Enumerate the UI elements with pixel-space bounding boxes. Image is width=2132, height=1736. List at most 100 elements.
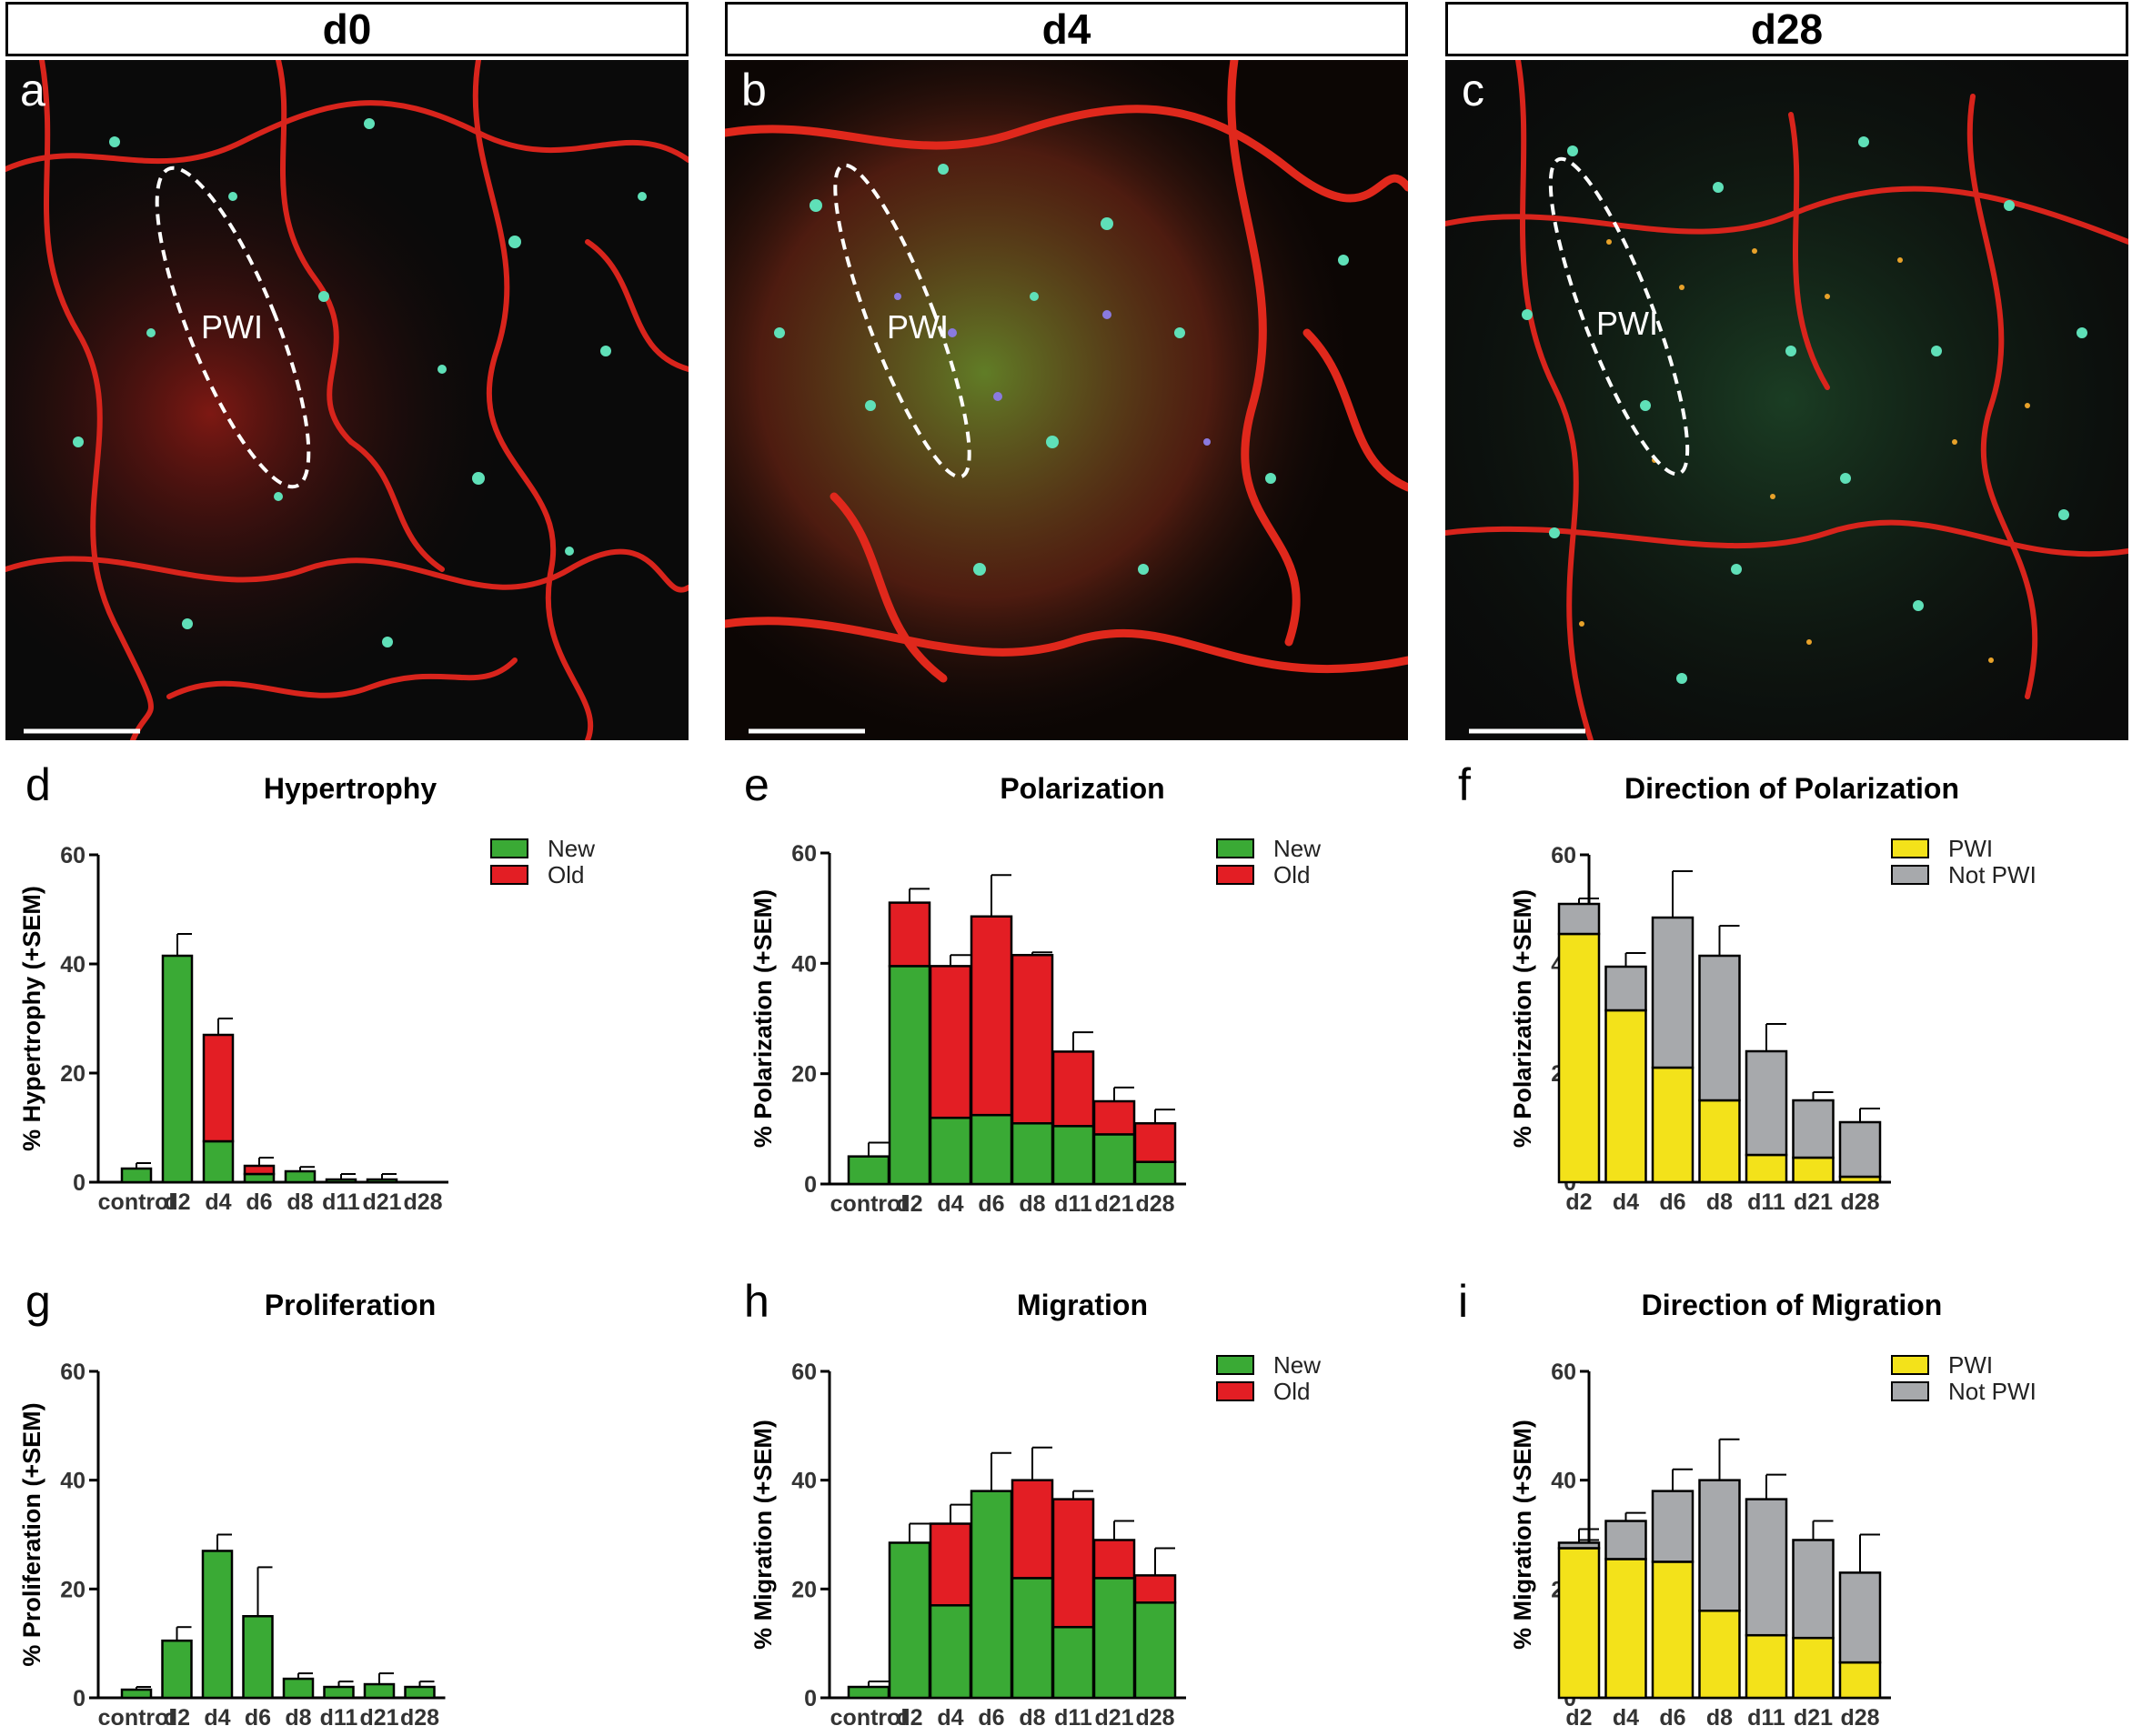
bar-new [1092,1133,1136,1186]
bar-new [1011,1122,1054,1186]
legend-label: Old [1273,861,1310,888]
bar-pwi [1651,1066,1695,1184]
x-tick-label: d8 [1706,1705,1733,1731]
x-tick-label: d28 [403,1189,442,1215]
bar-not-pwi [1604,1520,1647,1560]
chart-panel-d: d Hypertrophy 0 20 40 60 % Hypertrophy (+SEM) c… [18,759,595,1215]
x-tick-label: d4 [1613,1705,1639,1731]
x-tick-label: d21 [1094,1705,1133,1731]
bar-not-pwi [1604,965,1647,1012]
bar-not-pwi [1698,1479,1741,1612]
bar-pwi [1745,1153,1788,1184]
bar-old [1133,1122,1177,1163]
bar-new [325,1178,357,1184]
legend-swatch [1216,1355,1254,1375]
bar-new [929,1604,972,1700]
nuclei [894,293,1211,446]
bar-value [201,1550,234,1700]
y-tick-label: 40 [791,951,817,977]
bar-pwi [1838,1661,1882,1700]
bar-new [1011,1577,1054,1700]
vessels [5,60,689,740]
x-tick-label: d6 [978,1705,1004,1731]
astrocytes [73,118,647,647]
y-tick-label: 20 [60,1577,85,1602]
panel-letter-h: h [744,1276,769,1327]
legend-swatch [490,865,528,885]
bar-new [1051,1125,1095,1186]
micrograph-b-canvas: PWI b [725,60,1408,740]
y-tick-label: 20 [791,1577,817,1602]
x-tick-label: d4 [204,1705,230,1731]
x-tick-label: d8 [1019,1705,1045,1731]
bar-not-pwi [1745,1049,1788,1157]
bar-value [120,1688,153,1700]
header-d28: d28 [1445,2,2128,56]
x-tick-label: d21 [1794,1705,1833,1731]
legend-label: Old [1273,1378,1310,1405]
y-tick-label: 0 [804,1686,817,1711]
bar-old [1133,1574,1177,1604]
bar-new [847,1155,890,1186]
bar-pwi [1604,1008,1647,1184]
legend-swatch [490,838,528,858]
x-tick-label: control [98,1705,176,1731]
legend-label: New [1273,835,1321,862]
panel-letter-c: c [1462,65,1484,115]
chart-title: Migration [1017,1289,1148,1321]
y-tick-label: 20 [60,1061,85,1087]
bar-new [888,965,931,1186]
legend-label: New [548,835,595,862]
vessels [1445,60,2128,740]
legend-label: Not PWI [1948,1378,2036,1405]
bar-pwi [1698,1610,1741,1700]
bar-not-pwi [1792,1099,1835,1159]
micrograph-a-canvas: PWI a [5,60,689,740]
bar-pwi [1698,1099,1741,1184]
y-axis-label: % Migration (+SEM) [1509,1420,1536,1650]
y-tick-label: 0 [73,1686,85,1711]
y-axis-label: % Proliferation (+SEM) [18,1402,45,1666]
x-tick-label: d11 [1054,1705,1092,1731]
bar-not-pwi [1792,1539,1835,1640]
bar-value [242,1615,274,1700]
x-tick-label: control [98,1189,176,1215]
x-tick-label: d28 [1135,1705,1174,1731]
bar-new [120,1167,153,1184]
pwi-outline [1548,156,1690,477]
x-tick-label: d11 [320,1705,358,1731]
legend-swatch [1216,1381,1254,1401]
legend-label: PWI [1948,1351,1993,1379]
bar-not-pwi [1745,1498,1788,1637]
legend-label: Old [548,861,584,888]
x-tick-label: d6 [246,1189,272,1215]
x-tick-label: d8 [1019,1191,1045,1217]
y-tick-label: 60 [1551,1360,1576,1385]
x-tick-label: d6 [1659,1189,1685,1215]
x-tick-label: d2 [164,1705,190,1731]
y-tick-label: 60 [791,841,817,867]
panel-letter-g: g [25,1276,51,1327]
bar-pwi [1651,1560,1695,1700]
bar-new [284,1169,317,1184]
y-axis-label: % Polarization (+SEM) [1509,889,1536,1148]
bar-old [202,1033,235,1143]
x-tick-label: d28 [1840,1189,1879,1215]
bar-old [929,1522,972,1607]
x-tick-label: d4 [205,1189,231,1215]
x-tick-label: d2 [896,1705,922,1731]
bar-value [161,1639,193,1700]
header-d0: d0 [5,2,689,56]
x-tick-label: d21 [359,1705,398,1731]
x-tick-label: d21 [1094,1191,1133,1217]
bar-old [970,915,1013,1117]
y-tick-label: 0 [73,1170,85,1196]
bar-new [970,1113,1013,1186]
astrocytes [774,164,1349,576]
bar-not-pwi [1838,1120,1882,1179]
legend-label: PWI [1948,835,1993,862]
bar-value [282,1677,315,1700]
